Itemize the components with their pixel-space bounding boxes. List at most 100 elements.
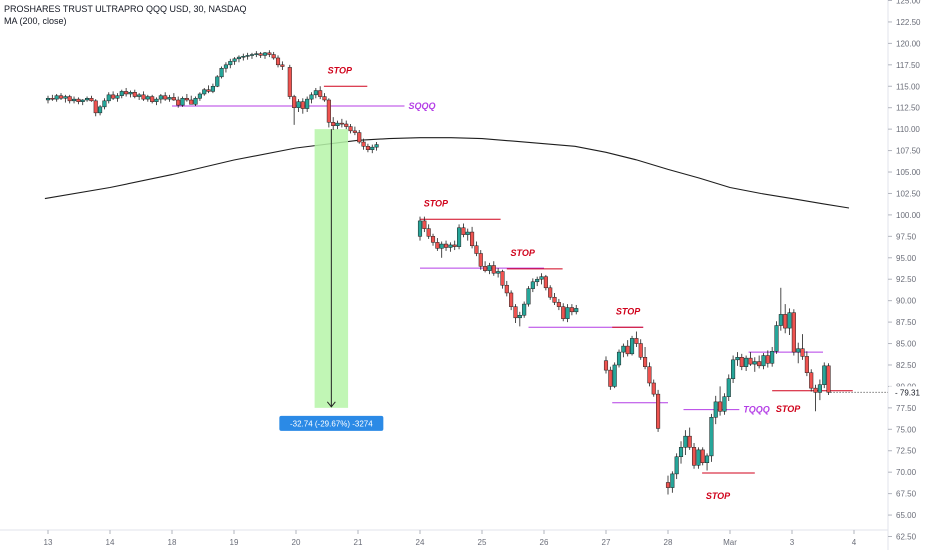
candle bbox=[54, 93, 59, 102]
y-tick-label: 105.00 bbox=[896, 168, 921, 177]
y-tick-label: 125.00 bbox=[896, 0, 921, 6]
candle bbox=[202, 87, 207, 96]
candle bbox=[556, 298, 561, 311]
candle-body bbox=[154, 98, 159, 102]
candle-body bbox=[787, 312, 792, 329]
x-tick-label: 20 bbox=[292, 538, 301, 547]
candle-body bbox=[296, 101, 301, 108]
candle-body bbox=[504, 284, 509, 294]
x-tick-label: 14 bbox=[106, 538, 115, 547]
y-tick-label: 110.00 bbox=[896, 125, 920, 134]
x-tick-label: 3 bbox=[790, 538, 795, 547]
candle-body bbox=[50, 98, 55, 100]
candle-body bbox=[757, 361, 762, 367]
candle-body bbox=[748, 357, 753, 365]
candle bbox=[651, 379, 656, 397]
candle bbox=[275, 55, 281, 68]
y-tick-label: 67.50 bbox=[896, 490, 917, 499]
candle-body bbox=[713, 401, 718, 418]
candle-body bbox=[80, 99, 85, 102]
candle bbox=[374, 142, 379, 151]
y-tick-label: 122.50 bbox=[896, 18, 921, 27]
candle-body bbox=[647, 366, 652, 384]
candle-body bbox=[556, 302, 561, 307]
candle bbox=[443, 240, 449, 251]
candle-body bbox=[206, 89, 211, 92]
candle bbox=[774, 321, 779, 354]
candle-body bbox=[344, 123, 349, 127]
candle-body bbox=[791, 312, 796, 353]
candle-body bbox=[361, 141, 366, 147]
candle bbox=[826, 363, 831, 395]
candle bbox=[357, 129, 362, 144]
candle-body bbox=[548, 287, 553, 298]
candle bbox=[770, 346, 775, 367]
candle-body bbox=[223, 64, 228, 69]
candle-body bbox=[339, 122, 344, 125]
candle-body bbox=[696, 449, 701, 466]
y-tick-label: 120.00 bbox=[896, 39, 921, 48]
candle bbox=[752, 357, 757, 372]
candle-body bbox=[348, 126, 353, 132]
candle-body bbox=[313, 90, 318, 96]
candle bbox=[267, 50, 272, 58]
candle-body bbox=[202, 89, 207, 95]
candle bbox=[504, 280, 509, 297]
candle bbox=[85, 96, 90, 102]
candle bbox=[625, 340, 630, 357]
candle bbox=[535, 276, 540, 287]
candle-body bbox=[45, 98, 51, 101]
candle-body bbox=[722, 396, 727, 412]
x-tick-label: 27 bbox=[602, 538, 611, 547]
candle bbox=[128, 90, 133, 98]
candle bbox=[426, 224, 431, 239]
candle-body bbox=[124, 91, 129, 95]
candle-body bbox=[426, 228, 431, 237]
candle-body bbox=[461, 227, 466, 235]
candle-body bbox=[513, 306, 518, 319]
y-tick-label: 100.00 bbox=[896, 211, 921, 220]
candle-body bbox=[500, 271, 505, 286]
candle-body bbox=[71, 98, 77, 102]
candle-body bbox=[210, 86, 215, 92]
candle-body bbox=[691, 447, 697, 466]
candle bbox=[457, 224, 462, 250]
candle bbox=[171, 93, 176, 101]
x-tick-label: 26 bbox=[540, 538, 549, 547]
y-tick-label: 107.50 bbox=[896, 147, 921, 156]
candle bbox=[232, 57, 237, 65]
candle bbox=[783, 304, 788, 334]
candle-body bbox=[700, 449, 705, 463]
candle bbox=[124, 87, 129, 97]
candle-body bbox=[678, 447, 684, 457]
candle-body bbox=[335, 122, 340, 126]
candle bbox=[271, 51, 276, 60]
candle bbox=[448, 242, 453, 252]
candle-body bbox=[141, 94, 146, 100]
candle-body bbox=[809, 372, 814, 389]
candle-body bbox=[522, 303, 527, 316]
candle-body bbox=[180, 98, 185, 106]
candle-body bbox=[422, 220, 427, 229]
candle bbox=[705, 453, 710, 471]
ma-200-line bbox=[44, 137, 850, 209]
candle bbox=[180, 96, 185, 107]
candle bbox=[370, 144, 375, 154]
candle-body bbox=[370, 146, 375, 150]
candle bbox=[439, 241, 444, 258]
candle-body bbox=[365, 146, 370, 150]
candle-body bbox=[322, 96, 327, 101]
candle bbox=[167, 94, 172, 102]
candle bbox=[483, 261, 488, 273]
candle bbox=[474, 241, 479, 257]
candle-body bbox=[374, 144, 379, 148]
x-tick-label: 4 bbox=[852, 538, 857, 547]
candle-body bbox=[683, 435, 688, 448]
candle bbox=[63, 94, 68, 103]
candle-body bbox=[496, 271, 501, 274]
candle-body bbox=[309, 94, 314, 100]
candle-body bbox=[249, 54, 255, 56]
candle bbox=[98, 105, 103, 116]
